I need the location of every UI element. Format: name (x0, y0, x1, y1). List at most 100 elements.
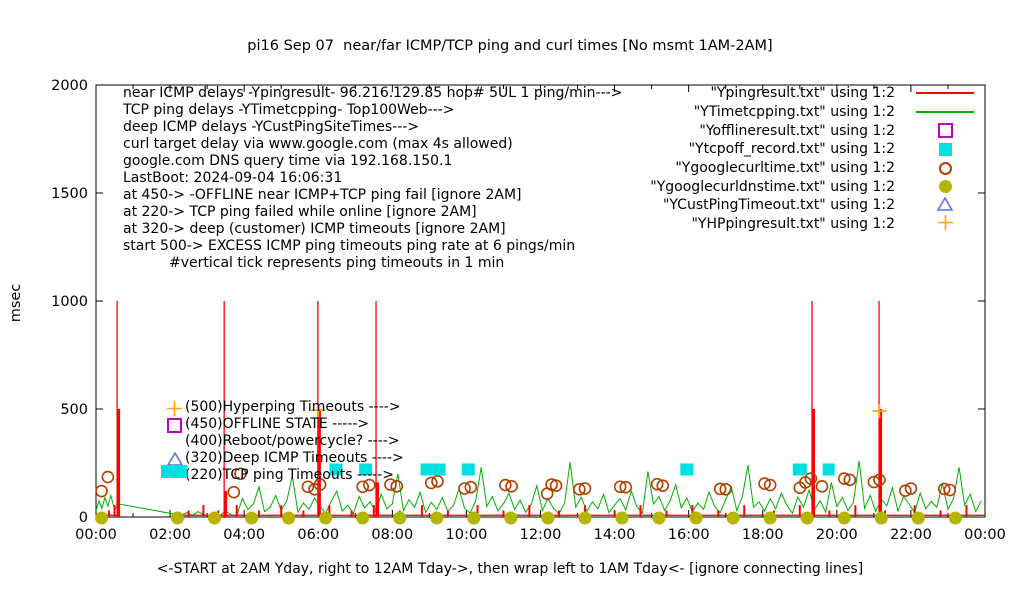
curl-time-point (904, 482, 918, 495)
legend-entry: "YHPpingresult.txt" using 1:2 (560, 214, 995, 234)
x-tick-label: 14:00 (594, 527, 636, 543)
open-square-icon (937, 123, 953, 139)
dns-time-point (726, 511, 740, 525)
series-hyperping (311, 403, 887, 419)
x-tick-label: 04:00 (223, 527, 265, 543)
info-line: google.com DNS query time via 192.168.15… (123, 153, 453, 169)
open-triangle-icon (936, 196, 954, 215)
legend-label: "YHPpingresult.txt" using 1:2 (691, 216, 895, 233)
curl-time-point (227, 485, 241, 499)
filled-square-icon (938, 142, 952, 156)
x-tick-label: 12:00 (520, 527, 562, 543)
level-annotations-block: (500)Hyperping Timeouts ----> (450)OFFLIN… (185, 399, 404, 484)
x-tick-label: 06:00 (297, 527, 339, 543)
curl-time-point (899, 484, 912, 497)
curl-time-point (837, 472, 851, 485)
y-tick-label: 500 (60, 402, 88, 418)
plus-icon (937, 214, 953, 234)
legend-entry: "Ytcpoff_record.txt" using 1:2 (560, 140, 995, 159)
dns-time-point (504, 511, 518, 525)
series-google-curl-time (95, 467, 957, 500)
info-line: deep ICMP delays -YCustPingSiteTimes---> (123, 119, 420, 135)
curl-time-point (719, 483, 733, 496)
info-line: at 220-> TCP ping failed while online [i… (123, 204, 477, 220)
x-tick-label: 18:00 (742, 527, 784, 543)
curl-time-point (464, 480, 478, 494)
curl-time-point (431, 475, 444, 488)
legend-label: "Ypingresult.txt" using 1:2 (710, 85, 895, 102)
info-line: start 500-> EXCESS ICMP ping timeouts pi… (123, 238, 576, 254)
x-tick-label: 08:00 (371, 527, 413, 543)
info-line: LastBoot: 2024-09-04 16:06:31 (123, 170, 343, 186)
legend-line-sample (916, 111, 974, 114)
dns-time-point (874, 511, 888, 525)
curl-time-point (656, 479, 670, 492)
curl-time-point (301, 480, 315, 494)
y-tick-label: 1500 (51, 186, 88, 202)
curl-time-point (804, 472, 818, 485)
curl-time-point (356, 480, 370, 494)
curl-time-point (943, 483, 957, 497)
curl-time-point (815, 480, 829, 493)
dns-time-point (615, 511, 629, 525)
dns-time-point (837, 511, 851, 525)
y-tick-label: 2000 (51, 78, 88, 94)
legend-label: "Ygooglecurltime.txt" using 1:2 (675, 160, 895, 177)
dns-time-point (319, 511, 333, 525)
curl-time-point (424, 476, 438, 490)
x-tick-label: 00:00 (75, 527, 117, 543)
legend-entry: "Ypingresult.txt" using 1:2 (560, 84, 995, 103)
legend-entry: "YTimetcpping.txt" using 1:2 (560, 103, 995, 122)
dns-time-point (208, 511, 222, 525)
hyperping-point (311, 403, 326, 418)
plus-icon (166, 401, 182, 420)
curl-time-point (549, 479, 563, 492)
tcp-off-point (461, 463, 475, 476)
series-google-dns-time (95, 511, 962, 525)
level-annotation-label: (220)TCP ping Timeouts -----> (185, 467, 394, 483)
info-text-block: near ICMP delays -Ypingresult- 96.216.12… (123, 85, 622, 272)
dns-time-point (393, 511, 407, 525)
x-tick-label: 00:00 (964, 527, 1006, 543)
dns-time-point (578, 511, 592, 525)
open-circle-icon (938, 161, 952, 175)
curl-time-point (95, 484, 108, 498)
curl-time-point (384, 478, 397, 491)
dns-time-point (430, 511, 444, 525)
tcp-off-point (420, 463, 446, 476)
level-annotation-label: (450)OFFLINE STATE -----> (185, 416, 370, 432)
dns-time-point (356, 511, 370, 525)
x-tick-label: 20:00 (816, 527, 858, 543)
series-tcp-off-record (329, 463, 835, 476)
dns-time-point (467, 511, 481, 525)
curl-time-point (458, 482, 471, 495)
tcp-off-point (359, 463, 373, 476)
curl-time-point (613, 480, 627, 494)
tcp-off-point (329, 463, 343, 476)
curl-time-point (578, 482, 592, 495)
level-annotation-label: (400)Reboot/powercycle? ----> (185, 433, 400, 449)
legend-entry: "Ygooglecurldnstime.txt" using 1:2 (560, 177, 995, 196)
dns-time-point (689, 511, 703, 525)
info-line: curl target delay via www.google.com (ma… (123, 136, 513, 152)
legend-label: "Ytcpoff_record.txt" using 1:2 (688, 141, 895, 158)
curl-time-point (573, 483, 586, 496)
open-square-icon (166, 418, 182, 433)
curl-time-point (763, 478, 777, 492)
curl-time-point (313, 478, 327, 491)
filled-square-icon (161, 465, 187, 478)
y-tick-label: 0 (79, 510, 88, 526)
curl-time-point (101, 470, 115, 484)
curl-time-point (873, 473, 886, 487)
dns-time-point (282, 511, 296, 525)
tcp-off-point (680, 463, 694, 476)
info-line: TCP ping delays -YTimetcpping- Top100Web… (123, 102, 455, 118)
curl-time-point (843, 473, 857, 487)
dns-time-point (95, 511, 109, 525)
x-tick-label: 16:00 (668, 527, 710, 543)
dns-time-point (948, 511, 962, 525)
dns-time-point (541, 511, 555, 525)
dns-time-point (245, 511, 259, 525)
